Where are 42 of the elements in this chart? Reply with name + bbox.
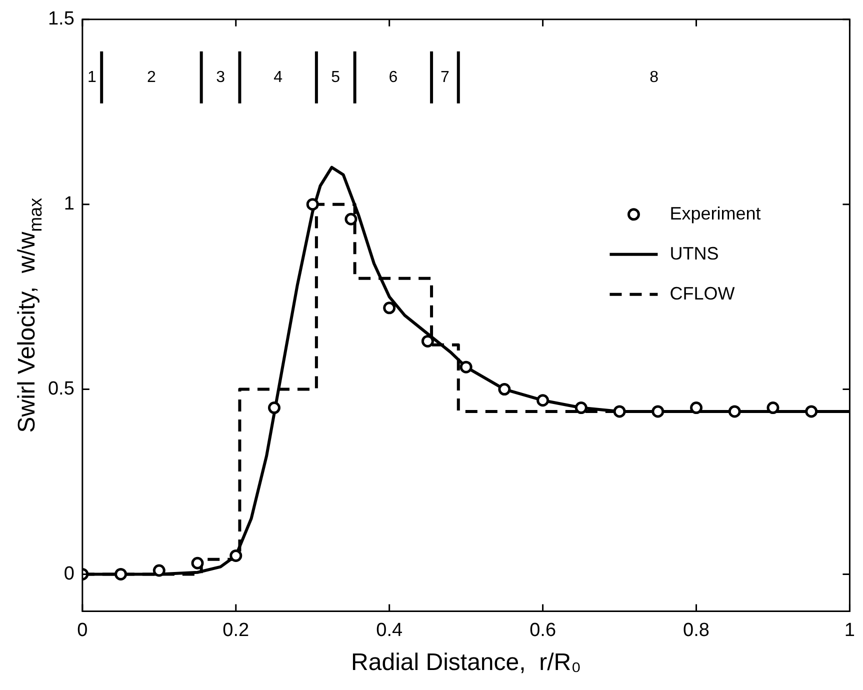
x-tick-label: 1 xyxy=(844,620,856,641)
x-tick-label: 0.2 xyxy=(222,620,250,641)
legend-label: UTNS xyxy=(670,243,719,264)
point xyxy=(460,360,472,374)
point xyxy=(191,556,204,570)
y-tick-label: 1.5 xyxy=(48,8,74,30)
point xyxy=(152,564,166,577)
point xyxy=(766,402,780,414)
point xyxy=(574,402,588,414)
x-tick-label: 0.4 xyxy=(376,620,403,641)
point xyxy=(306,198,319,211)
point xyxy=(383,302,396,314)
y-axis-title: Swirl Velocity, w/wmax xyxy=(14,198,46,433)
annotation: 1 xyxy=(88,68,97,86)
annotation: 6 xyxy=(388,68,398,86)
point xyxy=(613,405,626,418)
x-tick-label: 0.6 xyxy=(530,620,556,641)
x-axis-title: Radial Distance, r/R₀ xyxy=(351,648,582,676)
point xyxy=(805,405,818,418)
y-tick-label: 0.5 xyxy=(48,378,74,400)
point xyxy=(421,334,434,348)
y-tick-label: 1 xyxy=(64,194,74,215)
point xyxy=(268,402,280,414)
point xyxy=(690,402,703,414)
annotation: 5 xyxy=(331,68,340,86)
x-tick-label: 0 xyxy=(77,620,88,641)
point xyxy=(652,405,664,418)
point xyxy=(728,405,741,418)
annotation: 4 xyxy=(274,68,283,86)
point xyxy=(344,212,358,226)
annotation: 8 xyxy=(650,68,659,86)
point xyxy=(536,394,550,407)
annotation: 7 xyxy=(440,68,450,86)
x-tick-label: 0.8 xyxy=(683,620,710,641)
annotation: 3 xyxy=(216,68,226,86)
y-tick-label: 0 xyxy=(64,563,74,584)
legend-label: Experiment xyxy=(670,203,761,224)
legend-label: CFLOW xyxy=(670,283,735,304)
point xyxy=(114,568,128,580)
point xyxy=(498,383,511,396)
point xyxy=(230,549,242,562)
annotation: 2 xyxy=(147,68,156,86)
